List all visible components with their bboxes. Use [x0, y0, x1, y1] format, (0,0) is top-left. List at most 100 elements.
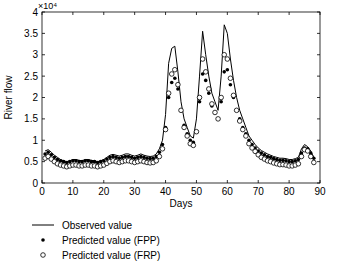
dot	[269, 156, 273, 160]
y-tick	[42, 76, 45, 77]
open-circle	[231, 93, 236, 98]
open-circle	[222, 52, 227, 57]
dot	[99, 160, 103, 164]
x-tick-label: 20	[98, 186, 110, 197]
y-tick	[42, 54, 45, 55]
x-tick	[72, 180, 73, 183]
dot	[93, 160, 97, 164]
x-tick-label: 90	[314, 186, 326, 197]
open-circle	[225, 57, 230, 62]
open-circle	[166, 91, 171, 96]
y-tick-label: 3.5	[24, 28, 38, 39]
dot	[167, 96, 171, 100]
y-tick-label: 2.5	[24, 71, 38, 82]
dot	[195, 130, 199, 134]
dot	[136, 156, 140, 160]
dot	[281, 159, 285, 163]
open-circle	[179, 108, 184, 113]
x-tick	[258, 12, 259, 15]
open-circle	[296, 161, 301, 166]
x-tick	[72, 12, 73, 15]
x-tick	[227, 12, 228, 15]
legend-label: Predicted value (FRP)	[62, 250, 160, 261]
x-tick-label: 30	[129, 186, 141, 197]
dot	[127, 155, 131, 159]
x-tick	[103, 12, 104, 15]
dot	[170, 81, 174, 85]
y-tick	[317, 54, 320, 55]
x-tick	[42, 180, 43, 183]
dot	[111, 155, 115, 159]
y-tick	[42, 140, 45, 141]
open-circle	[185, 134, 190, 139]
dot	[46, 150, 50, 154]
dot	[229, 83, 233, 87]
dot	[62, 160, 66, 164]
axis-multiplier: ×10⁴	[38, 1, 57, 11]
dot	[173, 76, 177, 80]
dot	[216, 117, 220, 121]
x-tick	[258, 180, 259, 183]
dot	[284, 159, 288, 163]
x-tick-label: 40	[160, 186, 172, 197]
legend: Observed valuePredicted value (FPP)Predi…	[32, 220, 160, 261]
dot	[287, 160, 291, 164]
open-circle	[305, 149, 310, 154]
dot	[235, 109, 239, 113]
x-tick	[196, 180, 197, 183]
open-circle	[234, 108, 239, 113]
open-circle	[191, 143, 196, 148]
open-circle	[240, 127, 245, 132]
dot	[65, 161, 69, 165]
dot	[133, 156, 137, 160]
x-tick	[134, 180, 135, 183]
x-tick	[103, 180, 104, 183]
y-tick-label: 0	[32, 178, 38, 189]
dot	[222, 70, 226, 74]
x-tick-label: 10	[67, 186, 79, 197]
dot	[108, 156, 112, 160]
y-tick	[42, 118, 45, 119]
dot	[117, 156, 121, 160]
dot	[74, 159, 78, 163]
dot	[219, 100, 223, 104]
dot	[77, 160, 81, 164]
open-circle	[308, 154, 313, 159]
dot	[142, 156, 146, 160]
y-tick-label: 2	[32, 92, 38, 103]
legend-line	[32, 225, 54, 226]
open-circle	[210, 102, 215, 107]
y-tick	[317, 161, 320, 162]
dot	[290, 160, 294, 164]
dot	[176, 87, 180, 91]
dot	[83, 159, 87, 163]
legend-marker	[41, 253, 46, 258]
dot	[114, 156, 118, 160]
dot	[145, 156, 149, 160]
x-tick-label: 50	[191, 186, 203, 197]
y-tick-label: 1	[32, 135, 38, 146]
x-tick	[165, 12, 166, 15]
open-circle	[237, 119, 242, 124]
plot-frame	[42, 12, 320, 183]
dot	[161, 143, 165, 147]
dot	[213, 111, 217, 115]
dot	[198, 100, 202, 104]
dot	[158, 150, 162, 154]
dot	[87, 159, 91, 163]
x-tick	[134, 12, 135, 15]
open-circle	[203, 70, 208, 75]
dot	[139, 155, 143, 159]
x-tick	[289, 12, 290, 15]
legend-marker	[41, 238, 45, 242]
dot	[275, 158, 279, 162]
open-circle	[154, 158, 159, 163]
legend-label: Observed value	[62, 220, 132, 231]
open-circle	[219, 95, 224, 100]
dot	[68, 160, 72, 164]
y-tick	[317, 183, 320, 184]
y-tick-label: 3	[32, 49, 38, 60]
dot	[80, 160, 84, 164]
x-tick	[320, 180, 321, 183]
open-circle	[207, 87, 212, 92]
